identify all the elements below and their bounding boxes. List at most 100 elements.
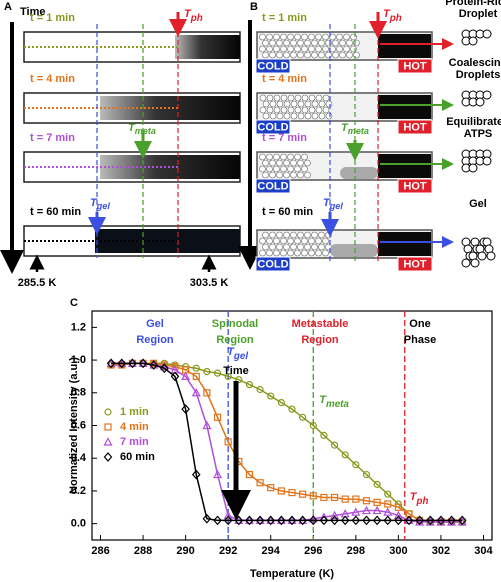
particle xyxy=(308,94,316,102)
particle xyxy=(290,231,297,239)
point xyxy=(362,515,371,526)
particle xyxy=(301,249,308,257)
legend-label: 4 min xyxy=(120,421,149,433)
row-label: t = 60 min xyxy=(30,206,81,218)
particle xyxy=(318,112,326,120)
row-label: t = 4 min xyxy=(30,73,75,85)
point xyxy=(267,484,275,492)
particle xyxy=(273,237,280,245)
t-ph-label-main: T xyxy=(383,8,391,20)
particle xyxy=(273,33,280,41)
point xyxy=(309,492,317,500)
point xyxy=(330,441,339,449)
particle xyxy=(266,153,273,161)
particle xyxy=(301,237,308,245)
particle xyxy=(315,237,322,245)
particle xyxy=(304,100,312,108)
point xyxy=(192,364,200,372)
particle xyxy=(297,51,304,59)
particle xyxy=(294,249,301,257)
particle xyxy=(269,39,276,47)
panel-label: B xyxy=(250,1,258,13)
point xyxy=(213,369,222,377)
cold-box xyxy=(255,58,291,74)
region-label: Region xyxy=(301,334,339,346)
stage-drop xyxy=(475,97,485,107)
particle xyxy=(280,237,287,245)
particle xyxy=(283,243,290,251)
time-arrow-label: Time xyxy=(223,365,248,377)
particle xyxy=(297,159,304,167)
row-label: t = 7 min xyxy=(30,132,75,144)
stage-label: Protein-Rich xyxy=(445,0,501,8)
hot-box xyxy=(397,256,433,272)
series-line xyxy=(111,362,463,523)
point xyxy=(192,372,200,381)
point xyxy=(203,367,211,376)
particle xyxy=(269,171,276,179)
cold-box xyxy=(255,178,291,194)
hot-box xyxy=(397,178,433,194)
particle xyxy=(322,33,329,41)
point xyxy=(299,490,307,498)
point xyxy=(128,358,137,369)
particle xyxy=(343,45,350,53)
particle xyxy=(336,33,343,41)
legend-marker xyxy=(104,423,112,431)
row-label: t = 1 min xyxy=(30,12,75,24)
particle xyxy=(283,39,290,47)
t-gel-label-sub: gel xyxy=(329,201,344,211)
point xyxy=(245,470,254,479)
particle xyxy=(304,112,312,120)
particle xyxy=(304,51,311,59)
t-gel-label-main: T xyxy=(90,197,98,209)
point xyxy=(106,358,116,369)
particle xyxy=(259,237,266,245)
particle xyxy=(287,165,294,173)
particle xyxy=(290,39,297,47)
cold-label: COLD xyxy=(257,60,288,72)
particle xyxy=(318,100,326,108)
particle xyxy=(266,94,274,102)
row-label: t = 4 min xyxy=(262,73,307,85)
point xyxy=(202,513,212,524)
particle xyxy=(280,249,287,257)
particle xyxy=(287,237,294,245)
cold-label: COLD xyxy=(257,121,288,133)
particle xyxy=(304,243,311,251)
t-ph-label: Tph xyxy=(184,8,203,24)
particle xyxy=(287,94,295,102)
threshold-label-main: T xyxy=(410,491,418,503)
particle xyxy=(262,100,270,108)
particle xyxy=(318,39,325,47)
y-axis-label: Normalized Intensity (a.u.) xyxy=(68,357,80,494)
particle xyxy=(259,106,267,114)
particle xyxy=(301,153,308,161)
particle xyxy=(276,100,284,108)
particle xyxy=(304,171,311,179)
point xyxy=(457,515,467,526)
particle xyxy=(262,39,269,47)
strip-dark xyxy=(378,232,431,256)
stage-label: ATPS xyxy=(464,128,493,140)
particle xyxy=(269,112,277,120)
y-tick-label: 0.6 xyxy=(71,419,86,431)
particle xyxy=(273,165,280,173)
threshold-label-main: T xyxy=(319,394,327,406)
stage-label: Gel xyxy=(469,198,487,210)
particle xyxy=(294,45,301,53)
y-tick-label: 0.2 xyxy=(71,485,86,497)
particle xyxy=(259,94,267,102)
particle xyxy=(266,106,274,114)
particle xyxy=(269,159,276,167)
stage-label: Equilibrated xyxy=(446,116,501,128)
particle xyxy=(308,106,316,114)
particle xyxy=(304,159,311,167)
threshold-label: Tgel xyxy=(227,346,248,362)
t-meta-label-sub: meta xyxy=(348,126,369,136)
particle xyxy=(308,237,315,245)
particle xyxy=(266,165,273,173)
panel-label: C xyxy=(70,297,78,309)
t-ph-label-sub: ph xyxy=(389,13,402,24)
particle xyxy=(346,39,353,47)
